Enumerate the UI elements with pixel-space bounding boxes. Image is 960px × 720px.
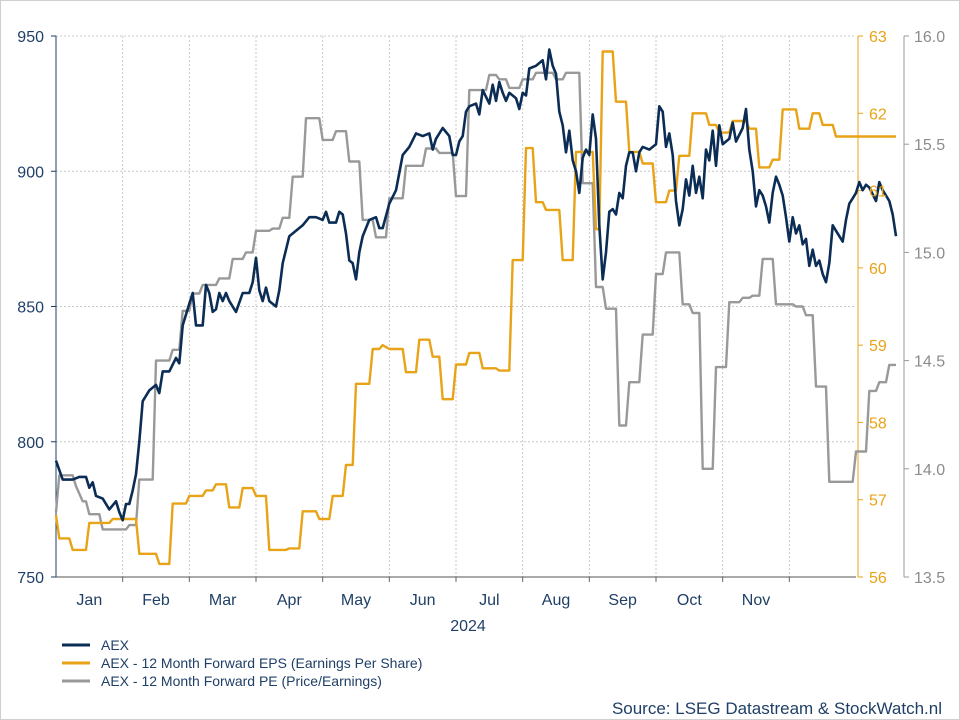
eps-tick-label: 57 bbox=[869, 493, 887, 510]
series-line bbox=[54, 48, 898, 522]
source-note: Source: LSEG Datastream & StockWatch.nl bbox=[612, 699, 942, 718]
legend: AEX AEX - 12 Month Forward EPS (Earnings … bbox=[62, 637, 422, 689]
x-tick-label: Apr bbox=[277, 592, 303, 609]
pe-tick-label: 16.0 bbox=[914, 29, 945, 46]
eps-tick-label: 63 bbox=[869, 29, 887, 46]
x-tick-label: Oct bbox=[677, 592, 702, 609]
ticks-layer: 750 800 850 900 950 56 57 58 59 60 61 62 63 13.5 14.0 1… bbox=[17, 29, 945, 609]
x-tick-label: Mar bbox=[209, 592, 237, 609]
eps-tick-label: 60 bbox=[869, 261, 887, 278]
series-line bbox=[54, 71, 896, 531]
x-tick-label: Jul bbox=[479, 592, 499, 609]
y-tick-label: 750 bbox=[17, 570, 44, 587]
pe-tick-label: 15.0 bbox=[914, 245, 945, 262]
pe-tick-label: 14.5 bbox=[914, 354, 945, 371]
x-tick-label: Jun bbox=[410, 592, 436, 609]
x-tick-label: Nov bbox=[742, 592, 770, 609]
legend-label: AEX bbox=[101, 637, 130, 653]
y-tick-label: 850 bbox=[17, 300, 44, 317]
eps-tick-label: 56 bbox=[869, 570, 887, 587]
legend-label: AEX - 12 Month Forward PE (Price/Earning… bbox=[101, 673, 382, 689]
eps-tick-label: 61 bbox=[869, 184, 887, 201]
x-tick-label: Aug bbox=[542, 592, 570, 609]
series-layer bbox=[54, 48, 898, 566]
eps-tick-label: 58 bbox=[869, 415, 887, 432]
grid bbox=[56, 35, 856, 578]
x-axis-label: 2024 bbox=[450, 618, 486, 635]
y-tick-label: 900 bbox=[17, 164, 44, 181]
pe-tick-label: 13.5 bbox=[914, 570, 945, 587]
axes bbox=[51, 35, 909, 582]
x-tick-label: May bbox=[341, 592, 371, 609]
y-tick-label: 800 bbox=[17, 435, 44, 452]
pe-tick-label: 14.0 bbox=[914, 462, 945, 479]
x-tick-label: Feb bbox=[142, 592, 170, 609]
y-tick-label: 950 bbox=[17, 29, 44, 46]
series-line bbox=[54, 50, 896, 566]
x-tick-label: Sep bbox=[608, 592, 637, 609]
legend-label: AEX - 12 Month Forward EPS (Earnings Per… bbox=[101, 655, 422, 671]
eps-tick-label: 59 bbox=[869, 338, 887, 355]
eps-tick-label: 62 bbox=[869, 106, 887, 123]
x-tick-label: Jan bbox=[76, 592, 102, 609]
pe-tick-label: 15.5 bbox=[914, 137, 945, 154]
